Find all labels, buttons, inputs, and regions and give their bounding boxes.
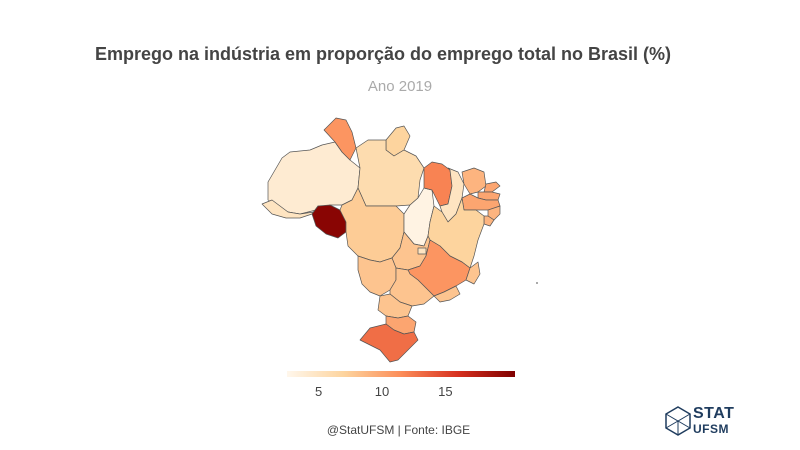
state-al xyxy=(487,205,501,221)
color-legend-bar xyxy=(287,371,515,377)
state-es xyxy=(465,261,481,285)
legend-tick-label: 5 xyxy=(315,384,323,399)
logo-text-ufsm: UFSM xyxy=(693,422,729,436)
legend-tick-label: 15 xyxy=(438,384,453,399)
logo-icon xyxy=(665,406,691,436)
state-rs xyxy=(359,323,419,363)
logo-text-stat: STAT xyxy=(693,405,735,422)
chart-title: Emprego na indústria em proporção do emp… xyxy=(94,44,672,64)
statufsm-logo: STAT UFSM xyxy=(664,405,744,439)
state-df xyxy=(417,247,427,255)
source-caption: @StatUFSM | Fonte: IBGE xyxy=(326,423,471,437)
state-rn xyxy=(483,181,501,193)
state-ce xyxy=(461,167,487,195)
chart-subtitle: Ano 2019 xyxy=(367,78,433,95)
state-rj xyxy=(433,285,461,303)
legend-tick-label: 10 xyxy=(374,384,390,399)
